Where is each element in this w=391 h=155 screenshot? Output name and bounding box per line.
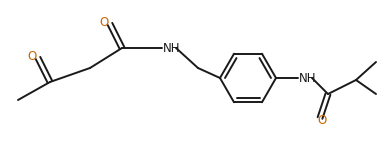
Text: O: O bbox=[27, 49, 37, 62]
Text: O: O bbox=[317, 115, 326, 128]
Text: NH: NH bbox=[299, 71, 316, 84]
Text: O: O bbox=[99, 16, 109, 29]
Text: NH: NH bbox=[163, 42, 181, 55]
